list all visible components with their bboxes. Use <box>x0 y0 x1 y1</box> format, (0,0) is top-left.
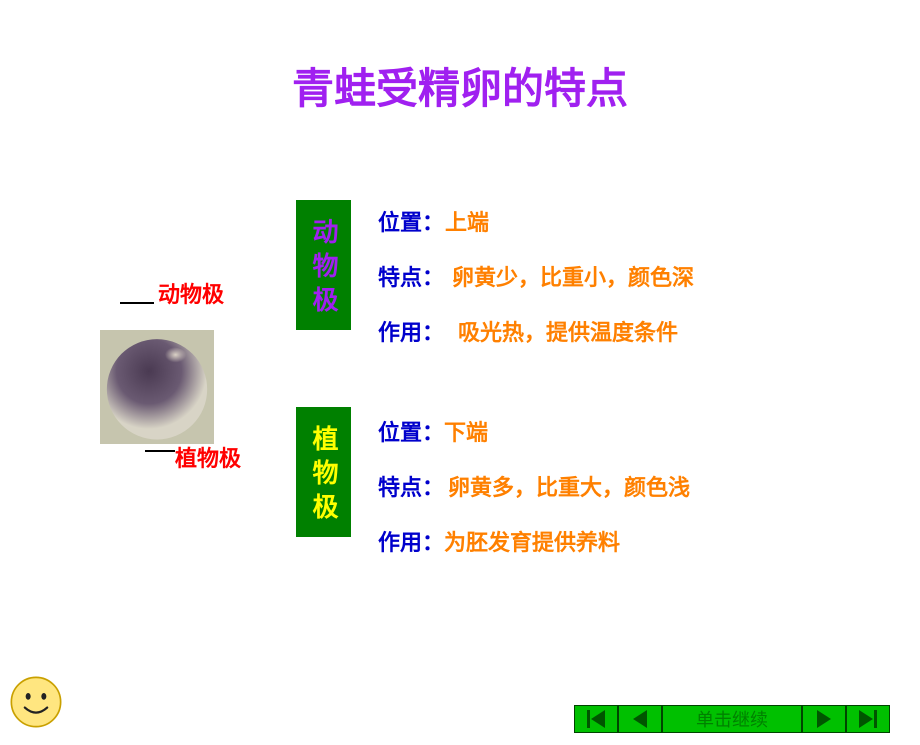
first-tri-icon <box>591 710 605 728</box>
pole-box-animal: 动物极 <box>296 200 351 330</box>
nav-last-button[interactable] <box>846 705 890 733</box>
pole-box-vegetal: 植物极 <box>296 407 351 537</box>
info-row-vegetal-1: 特点：卵黄多，比重大，颜色浅 <box>378 470 690 502</box>
info-row-vegetal-0: 位置：下端 <box>378 415 488 447</box>
nav-first-button[interactable] <box>574 705 618 733</box>
egg-diagram <box>100 330 214 444</box>
info-val: 卵黄多，比重大，颜色浅 <box>448 475 690 500</box>
nav-next-button[interactable] <box>802 705 846 733</box>
first-bar-icon <box>587 710 590 728</box>
nav-prev-button[interactable] <box>618 705 662 733</box>
info-key: 位置： <box>378 210 444 235</box>
next-tri-icon <box>817 710 831 728</box>
last-tri-icon <box>859 710 873 728</box>
slide-title: 青蛙受精卵的特点 <box>0 55 920 116</box>
info-key: 作用： <box>378 530 444 555</box>
info-key: 位置： <box>378 420 444 445</box>
info-val: 为胚发育提供养料 <box>444 530 620 555</box>
egg-label-animal-pole: 动物极 <box>158 277 224 309</box>
egg-label-vegetal-pole: 植物极 <box>175 441 241 473</box>
nav-continue-button[interactable]: 单击继续 <box>662 705 802 733</box>
smiley-icon <box>8 674 64 735</box>
info-row-animal-2: 作用： 吸光热，提供温度条件 <box>378 315 678 347</box>
egg-image <box>100 330 214 444</box>
info-val: 吸光热，提供温度条件 <box>458 320 678 345</box>
info-row-animal-1: 特点： 卵黄少，比重小，颜色深 <box>378 260 694 292</box>
info-key: 特点： <box>378 475 444 500</box>
info-val: 上端 <box>445 210 489 235</box>
last-bar-icon <box>874 710 877 728</box>
info-val: 下端 <box>444 420 488 445</box>
info-key: 作用： <box>378 320 444 345</box>
info-key: 特点： <box>378 265 444 290</box>
pointer-line-top <box>120 302 154 304</box>
prev-tri-icon <box>633 710 647 728</box>
pointer-line-bottom <box>145 450 175 452</box>
info-val: 卵黄少，比重小，颜色深 <box>452 265 694 290</box>
info-row-animal-0: 位置：上端 <box>378 205 489 237</box>
nav-bar: 单击继续 <box>574 705 890 733</box>
info-row-vegetal-2: 作用：为胚发育提供养料 <box>378 525 620 557</box>
